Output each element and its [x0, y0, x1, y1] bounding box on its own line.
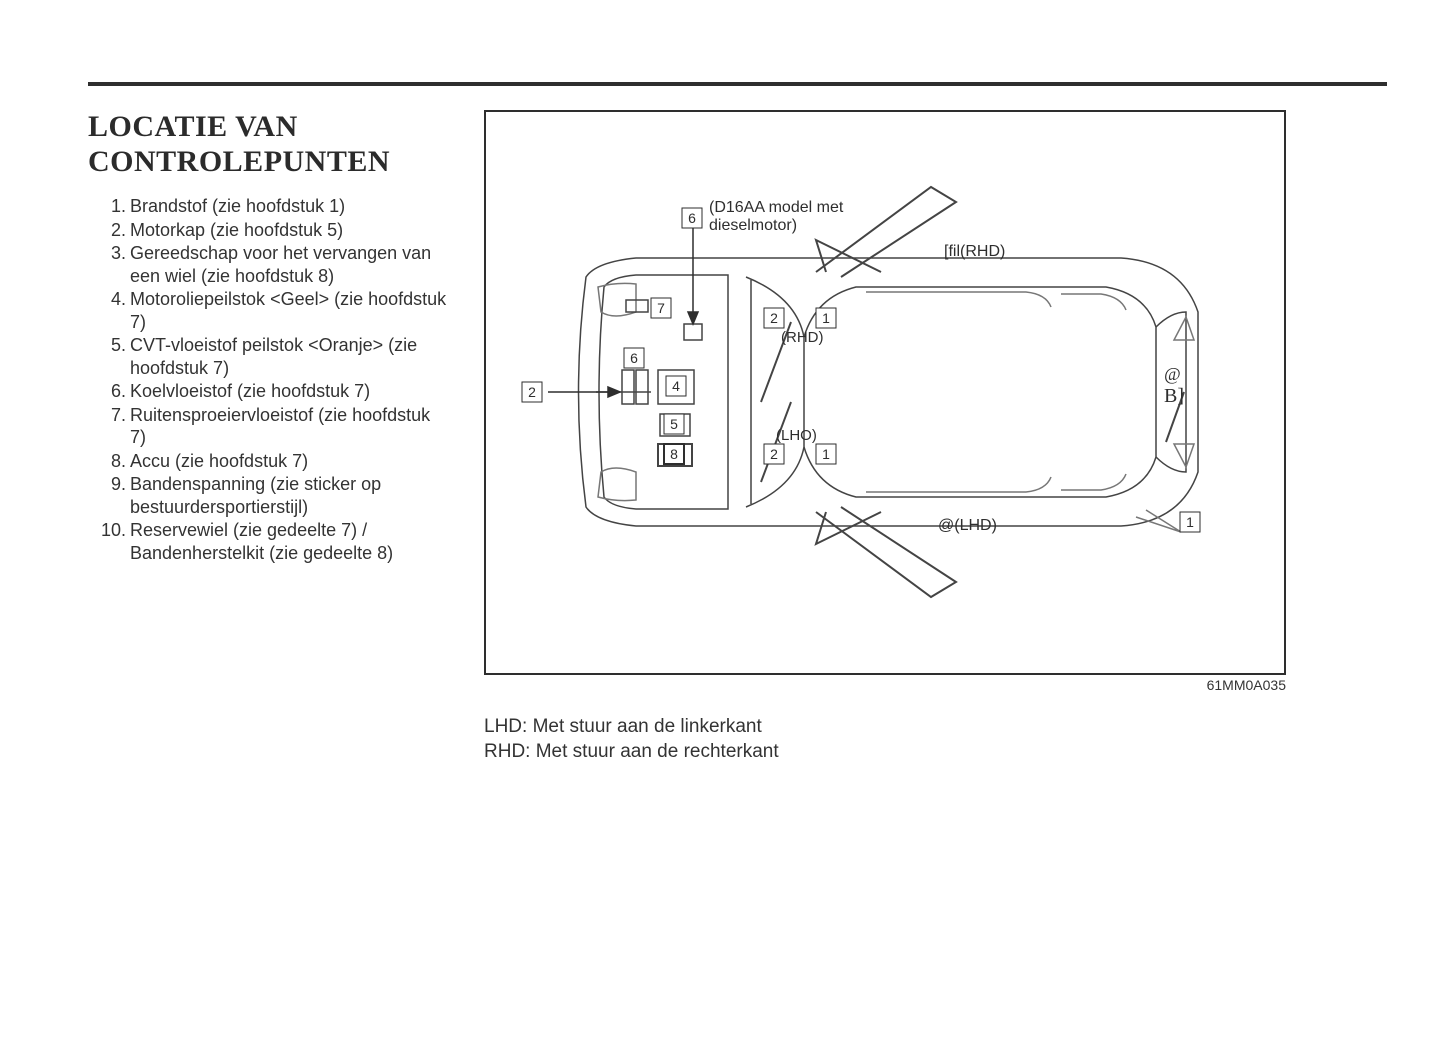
checkpoint-list: Brandstof (zie hoofdstuk 1) Motorkap (zi… — [88, 195, 448, 564]
list-item: Ruitensproeiervloeistof (zie hoofdstuk 7… — [130, 404, 448, 449]
marker-1-rear: 1 — [1180, 512, 1200, 532]
right-column: 2 6 7 6 4 5 8 2 1 2 1 1 — [484, 110, 1355, 764]
marker-2-lhd: 2 — [764, 444, 784, 464]
car-diagram: 2 6 7 6 4 5 8 2 1 2 1 1 — [486, 112, 1284, 673]
legend-lhd: LHD: Met stuur aan de linkerkant — [484, 715, 1355, 740]
marker-2-outer: 2 — [522, 382, 542, 402]
ref-a: @ — [1164, 364, 1181, 384]
marker-5: 5 — [664, 414, 684, 434]
list-item: Koelvloeistof (zie hoofdstuk 7) — [130, 380, 448, 403]
note-diesel-2: dieselmotor) — [709, 217, 797, 234]
list-item: Gereedschap voor het vervangen van een w… — [130, 242, 448, 287]
lho-text: (LHO) — [776, 427, 817, 444]
legend: LHD: Met stuur aan de linkerkant RHD: Me… — [484, 715, 1355, 764]
svg-text:2: 2 — [770, 446, 778, 462]
svg-text:6: 6 — [688, 210, 696, 226]
note-diesel-1: (D16AA model met — [709, 199, 844, 216]
list-item: Brandstof (zie hoofdstuk 1) — [130, 195, 448, 218]
svg-text:7: 7 — [657, 300, 665, 316]
page-title: LOCATIE VAN CONTROLEPUNTEN — [88, 110, 448, 179]
svg-text:2: 2 — [770, 310, 778, 326]
svg-text:1: 1 — [1186, 514, 1194, 530]
top-rule — [88, 82, 1387, 86]
ref-b: B] — [1164, 385, 1184, 407]
fil-rhd: [fil(RHD) — [944, 243, 1005, 260]
svg-text:6: 6 — [630, 350, 638, 366]
svg-text:1: 1 — [822, 310, 830, 326]
marker-1-rhd: 1 — [816, 308, 836, 328]
marker-6: 6 — [624, 348, 644, 368]
marker-7: 7 — [651, 298, 671, 318]
marker-2-rhd: 2 — [764, 308, 784, 328]
legend-rhd: RHD: Met stuur aan de rechterkant — [484, 740, 1355, 765]
list-item: CVT-vloeistof peilstok <Oranje> (zie hoo… — [130, 334, 448, 379]
list-item: Bandenspanning (zie sticker op bestuurde… — [130, 473, 448, 518]
list-item: Motoroliepeilstok <Geel> (zie hoofdstuk … — [130, 288, 448, 333]
rhd-text: (RHD) — [781, 329, 824, 346]
svg-text:2: 2 — [528, 384, 536, 400]
marker-4: 4 — [666, 376, 686, 396]
list-item: Reservewiel (zie gedeelte 7) / Bandenher… — [130, 519, 448, 564]
svg-text:4: 4 — [672, 378, 680, 394]
figure-frame: 2 6 7 6 4 5 8 2 1 2 1 1 — [484, 110, 1286, 675]
svg-text:1: 1 — [822, 446, 830, 462]
figure-code: 61MM0A035 — [484, 677, 1286, 693]
marker-6-top: 6 — [682, 208, 702, 228]
list-item: Motorkap (zie hoofdstuk 5) — [130, 219, 448, 242]
svg-text:8: 8 — [670, 446, 678, 462]
list-item: Accu (zie hoofdstuk 7) — [130, 450, 448, 473]
left-column: LOCATIE VAN CONTROLEPUNTEN Brandstof (zi… — [88, 110, 448, 764]
marker-8: 8 — [664, 444, 684, 464]
marker-1-lhd: 1 — [816, 444, 836, 464]
at-lhd: @(LHD) — [938, 517, 997, 534]
svg-text:5: 5 — [670, 416, 678, 432]
